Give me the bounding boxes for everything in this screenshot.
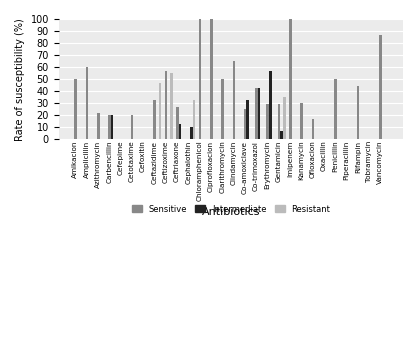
Bar: [312, 119, 314, 139]
Bar: [178, 124, 181, 139]
Bar: [269, 71, 272, 139]
Bar: [165, 71, 167, 139]
Bar: [199, 19, 201, 139]
Bar: [111, 115, 113, 139]
Bar: [190, 127, 193, 139]
Bar: [380, 34, 382, 139]
Bar: [280, 131, 283, 139]
Bar: [86, 67, 88, 139]
Bar: [266, 105, 269, 139]
Bar: [193, 100, 195, 139]
Bar: [278, 105, 280, 139]
Bar: [131, 115, 133, 139]
Bar: [357, 86, 359, 139]
Y-axis label: Rate of susceptibility (%): Rate of susceptibility (%): [15, 18, 25, 140]
Bar: [97, 113, 99, 139]
Bar: [108, 115, 111, 139]
Bar: [289, 19, 292, 139]
Bar: [210, 19, 213, 139]
Bar: [283, 97, 285, 139]
Legend: Sensitive, Intermediate, Resistant: Sensitive, Intermediate, Resistant: [128, 201, 334, 217]
Bar: [153, 100, 156, 139]
Bar: [159, 83, 161, 139]
Bar: [221, 79, 224, 139]
Bar: [244, 109, 247, 139]
Bar: [334, 79, 337, 139]
Bar: [170, 73, 173, 139]
Bar: [300, 103, 303, 139]
Bar: [74, 79, 77, 139]
Bar: [232, 61, 235, 139]
Bar: [255, 88, 258, 139]
Bar: [247, 100, 249, 139]
Bar: [258, 88, 260, 139]
X-axis label: Antibiotics: Antibiotics: [201, 207, 260, 217]
Bar: [176, 107, 178, 139]
